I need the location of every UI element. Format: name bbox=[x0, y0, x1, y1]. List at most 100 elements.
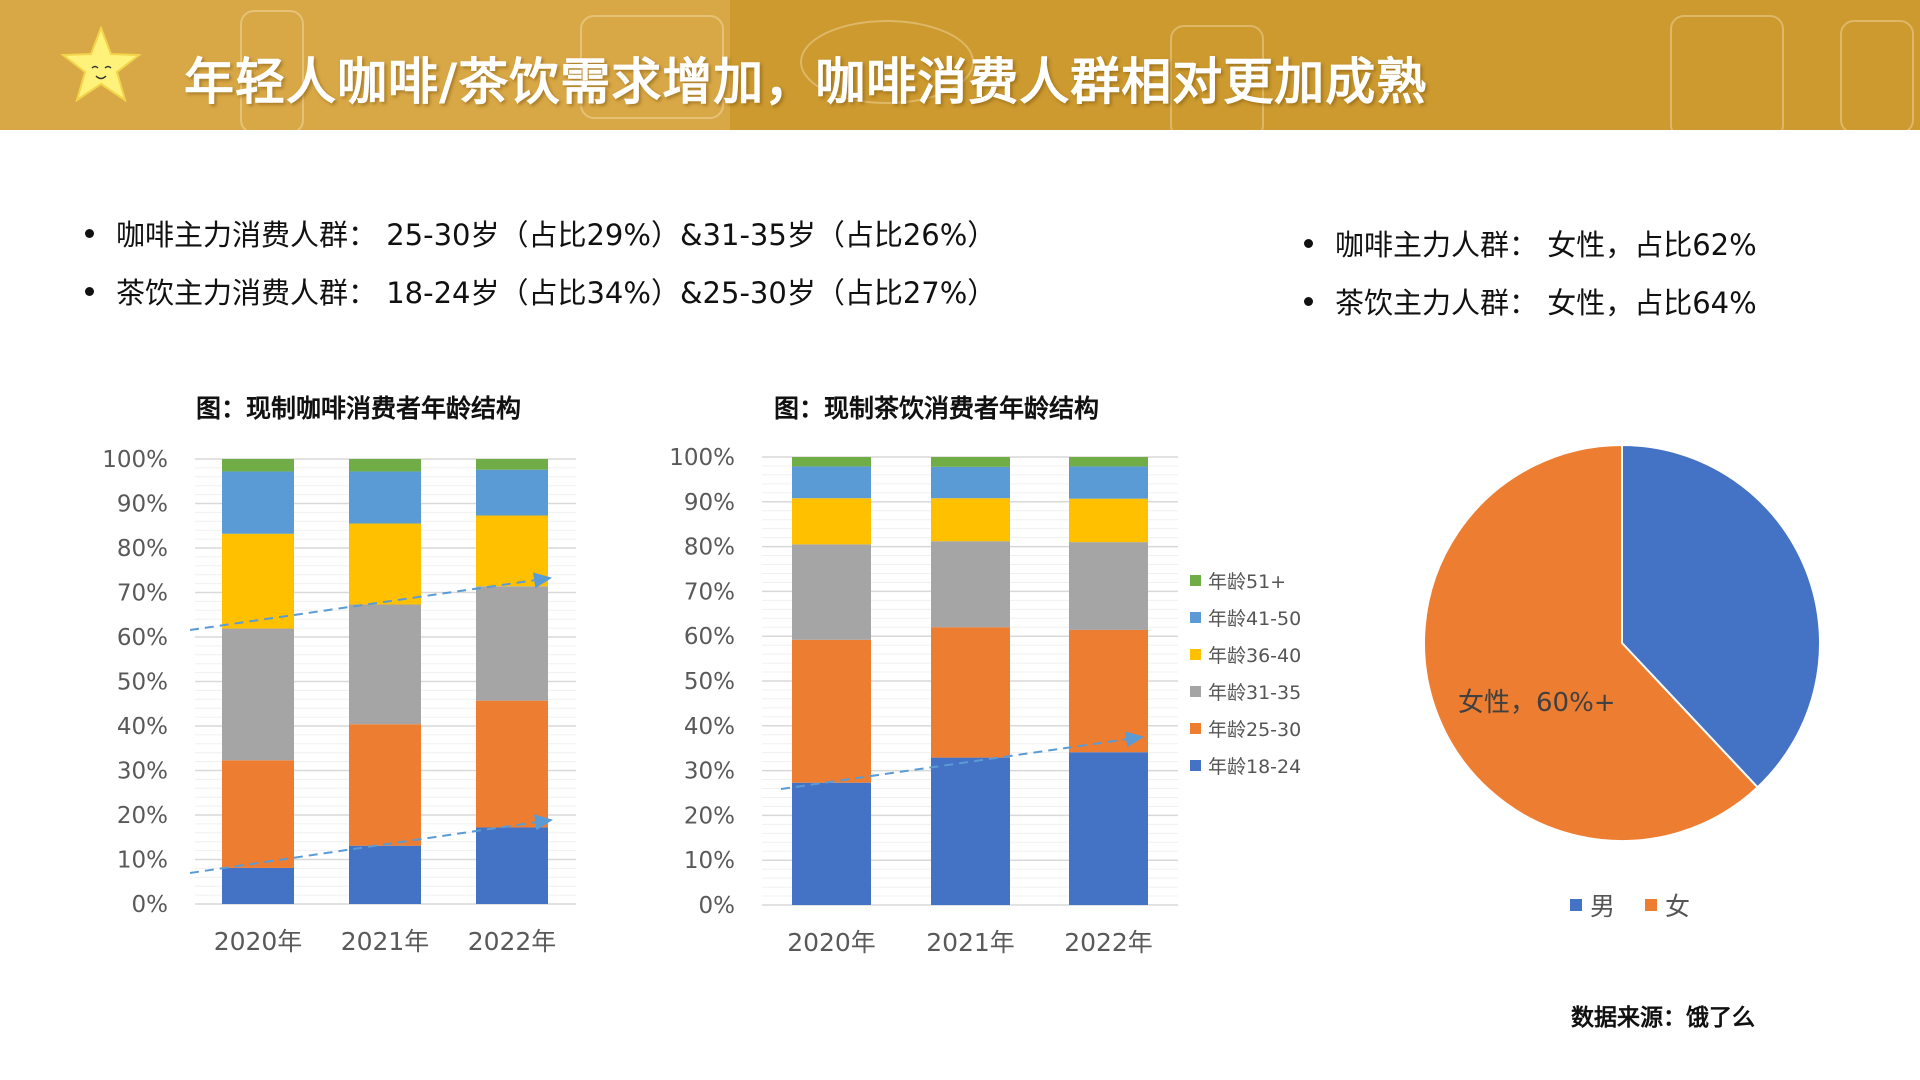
doodle-cup bbox=[240, 10, 304, 130]
bar-segment-31-35-2020年 bbox=[222, 628, 294, 761]
trend-arrow bbox=[780, 731, 1144, 790]
bullet-icon bbox=[1304, 296, 1313, 306]
doodle-cup bbox=[1170, 25, 1264, 130]
bar-segment-25-30-2021年 bbox=[349, 724, 421, 846]
y-tick-label: 90% bbox=[684, 490, 735, 516]
legend-label: 年龄31-35 bbox=[1208, 682, 1302, 704]
y-tick-label: 80% bbox=[117, 536, 168, 562]
bullet-text: 茶饮主力人群： 女性，占比64% bbox=[1335, 286, 1757, 320]
y-tick-label: 90% bbox=[117, 492, 168, 518]
legend-item: 年龄31-35 bbox=[1190, 678, 1301, 705]
y-tick-label: 100% bbox=[669, 445, 735, 471]
bar-segment-36-40-2020年 bbox=[792, 498, 871, 545]
bar-segment-51+-2022年 bbox=[1069, 457, 1148, 467]
x-tick-label: 2022年 bbox=[1064, 928, 1153, 957]
bullet-icon bbox=[85, 228, 94, 238]
y-tick-label: 10% bbox=[684, 848, 735, 874]
doodle-box bbox=[1670, 15, 1784, 130]
bar-segment-41-50-2021年 bbox=[931, 466, 1010, 499]
legend-swatch-female bbox=[1645, 899, 1658, 911]
pie-legend: 男 女 bbox=[1570, 887, 1690, 923]
legend-swatch bbox=[1190, 612, 1201, 623]
y-tick-label: 20% bbox=[117, 803, 168, 829]
data-source: 数据来源：饿了么 bbox=[1571, 1005, 1755, 1031]
y-tick-label: 60% bbox=[684, 624, 735, 650]
legend-label: 年龄18-24 bbox=[1208, 756, 1302, 778]
legend-swatch bbox=[1190, 649, 1201, 660]
y-tick-label: 20% bbox=[684, 803, 735, 829]
bar-segment-36-40-2021年 bbox=[349, 523, 421, 605]
y-tick-label: 0% bbox=[699, 893, 736, 919]
bar-segment-25-30-2022年 bbox=[476, 700, 548, 828]
y-tick-label: 40% bbox=[117, 714, 168, 740]
bullet-text: 咖啡主力人群： 女性，占比62% bbox=[1335, 228, 1757, 262]
bar-segment-51+-2022年 bbox=[476, 459, 548, 470]
bullet-text: 咖啡主力消费人群： 25-30岁（占比29%）&31-35岁（占比26%） bbox=[116, 218, 997, 252]
pie-slice-female bbox=[1423, 443, 1759, 842]
legend-swatch bbox=[1190, 760, 1201, 771]
bullet-item: 茶饮主力消费人群： 18-24岁（占比34%）&25-30岁（占比27%） bbox=[85, 270, 996, 312]
bullet-icon bbox=[85, 286, 94, 296]
bar-segment-25-30-2020年 bbox=[222, 760, 294, 868]
bar-segment-41-50-2021年 bbox=[349, 471, 421, 524]
y-tick-label: 10% bbox=[117, 848, 168, 874]
y-tick-label: 100% bbox=[102, 447, 168, 473]
bar-segment-31-35-2022年 bbox=[1069, 542, 1148, 630]
legend-label: 年龄36-40 bbox=[1208, 645, 1302, 667]
x-tick-label: 2021年 bbox=[926, 928, 1015, 957]
bar-segment-41-50-2022年 bbox=[1069, 466, 1148, 499]
bar-segment-25-30-2020年 bbox=[792, 639, 871, 783]
bullet-item: 咖啡主力人群： 女性，占比62% bbox=[1304, 222, 1757, 264]
bar-segment-18-24-2020年 bbox=[792, 782, 871, 905]
bar-segment-36-40-2020年 bbox=[222, 533, 294, 629]
trend-arrow bbox=[189, 572, 552, 631]
y-tick-label: 40% bbox=[684, 714, 735, 740]
legend-item: 年龄36-40 bbox=[1190, 641, 1301, 668]
doodle-box bbox=[580, 15, 724, 119]
y-tick-label: 30% bbox=[684, 759, 735, 785]
bar-segment-31-35-2020年 bbox=[792, 544, 871, 640]
legend-label-male: 男 bbox=[1590, 892, 1616, 921]
legend-item: 年龄25-30 bbox=[1190, 715, 1301, 742]
page-title: 年轻人咖啡/茶饮需求增加，咖啡消费人群相对更加成熟 bbox=[184, 53, 1428, 111]
legend-item: 年龄41-50 bbox=[1190, 604, 1301, 631]
y-tick-label: 70% bbox=[684, 579, 735, 605]
x-tick-label: 2020年 bbox=[214, 927, 303, 956]
trend-arrow bbox=[189, 814, 553, 874]
x-tick-label: 2021年 bbox=[341, 927, 430, 956]
star-mascot-icon bbox=[60, 25, 142, 103]
y-tick-label: 30% bbox=[117, 759, 168, 785]
legend-label: 年龄51+ bbox=[1208, 571, 1287, 593]
pie-slice-male bbox=[1621, 443, 1821, 789]
bar-segment-31-35-2021年 bbox=[931, 541, 1010, 628]
tea-chart-title: 图：现制茶饮消费者年龄结构 bbox=[774, 394, 1100, 423]
pie-annotation: 女性，60%+ bbox=[1458, 688, 1616, 718]
bullet-item: 茶饮主力人群： 女性，占比64% bbox=[1304, 280, 1757, 322]
bar-segment-31-35-2022年 bbox=[476, 586, 548, 701]
bar-segment-51+-2021年 bbox=[349, 459, 421, 472]
bar-segment-36-40-2022年 bbox=[1069, 498, 1148, 543]
y-tick-label: 80% bbox=[684, 535, 735, 561]
bar-segment-41-50-2020年 bbox=[222, 471, 294, 534]
x-tick-label: 2022年 bbox=[468, 927, 557, 956]
bar-segment-51+-2020年 bbox=[792, 457, 871, 467]
bar-segment-18-24-2020年 bbox=[222, 867, 294, 904]
coffee-chart-title: 图：现制咖啡消费者年龄结构 bbox=[196, 394, 522, 423]
bar-segment-18-24-2022年 bbox=[476, 827, 548, 904]
bullet-text: 茶饮主力消费人群： 18-24岁（占比34%）&25-30岁（占比27%） bbox=[116, 276, 997, 310]
y-tick-label: 0% bbox=[132, 892, 169, 918]
y-tick-label: 50% bbox=[684, 669, 735, 695]
legend-swatch bbox=[1190, 686, 1201, 697]
bar-segment-51+-2021年 bbox=[931, 457, 1010, 467]
bar-segment-18-24-2021年 bbox=[931, 757, 1010, 905]
bar-segment-36-40-2021年 bbox=[931, 498, 1010, 542]
header-banner: 年轻人咖啡/茶饮需求增加，咖啡消费人群相对更加成熟 bbox=[0, 0, 1920, 130]
legend-swatch bbox=[1190, 723, 1201, 734]
bullet-item: 咖啡主力消费人群： 25-30岁（占比29%）&31-35岁（占比26%） bbox=[85, 212, 996, 254]
y-tick-label: 70% bbox=[117, 581, 168, 607]
bar-segment-25-30-2021年 bbox=[931, 627, 1010, 758]
legend-label: 年龄41-50 bbox=[1208, 608, 1302, 630]
bar-segment-41-50-2022年 bbox=[476, 469, 548, 516]
